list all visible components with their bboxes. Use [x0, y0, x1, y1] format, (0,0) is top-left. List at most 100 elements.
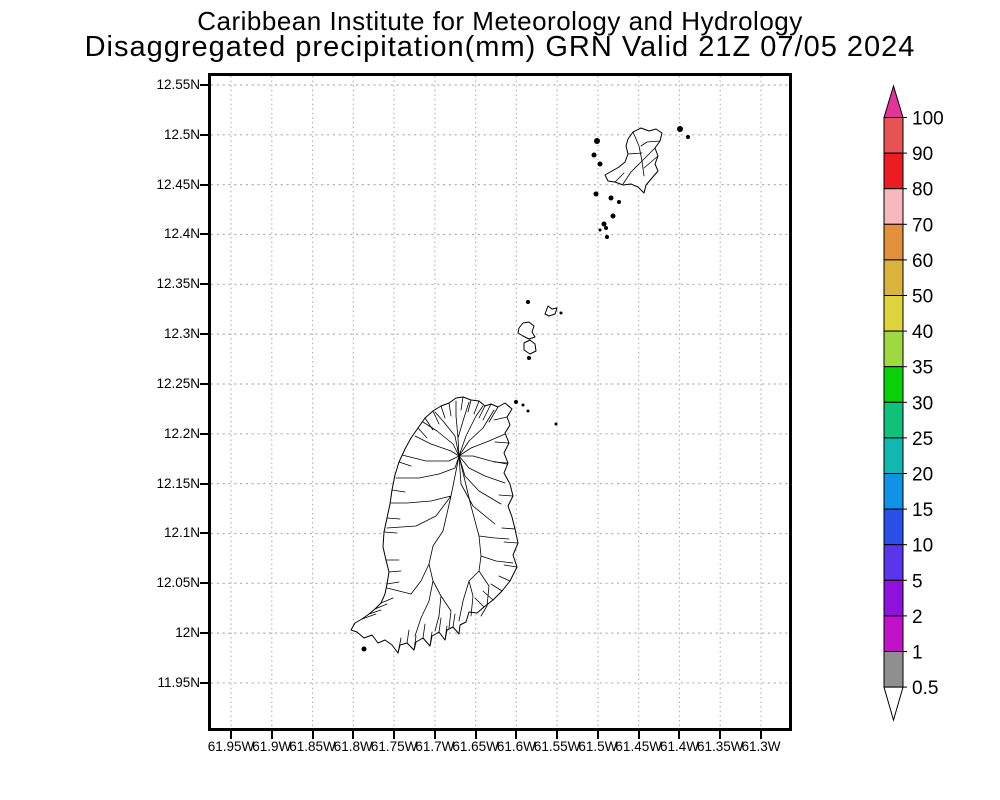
lon-tick-label: 61.45W — [615, 739, 662, 754]
lat-tick — [200, 582, 208, 585]
lat-tick — [200, 233, 208, 236]
colorbar: 100 90 80 70 60 50 40 35 30 25 20 15 10 5 2 1 0.5 — [883, 84, 944, 722]
colorbar-segment — [883, 401, 904, 439]
lat-tick-label: 12.35N — [156, 276, 200, 292]
lon-tick — [352, 731, 355, 739]
colorbar-tick-label: 80 — [912, 180, 933, 201]
lon-tick — [393, 731, 396, 739]
colorbar-segment — [883, 366, 904, 403]
map-plot-area — [208, 73, 792, 731]
figure-title: Caribbean Institute for Meteorology and … — [197, 6, 803, 36]
colorbar-segment — [883, 223, 904, 261]
colorbar-segment — [883, 295, 904, 332]
lon-tick — [678, 731, 681, 739]
lat-tick — [200, 482, 208, 485]
colorbar-segment — [883, 544, 904, 581]
lat-tick — [200, 333, 208, 336]
carriacou-interior-lines — [614, 131, 661, 185]
colorbar-tick-label: 30 — [912, 393, 933, 414]
figure-subtitle: Disaggregated precipitation(mm) GRN Vali… — [84, 31, 916, 63]
ronde-island — [517, 321, 536, 340]
lon-tick-label: 61.85W — [289, 739, 336, 754]
lat-tick-label: 12.4N — [163, 226, 200, 242]
colorbar-segment — [883, 117, 904, 154]
colorbar-segment — [883, 508, 904, 546]
lon-tick-label: 61.9W — [252, 739, 292, 754]
colorbar-tick-label: 1 — [912, 643, 923, 664]
lon-tick — [556, 731, 559, 739]
colorbar-segment — [883, 651, 904, 688]
lon-tick — [474, 731, 477, 739]
lat-tick-label: 12.1N — [163, 525, 200, 541]
colorbar-tick-label: 60 — [912, 251, 933, 272]
lat-tick — [200, 133, 208, 136]
watershed-lines-east-coast — [474, 416, 519, 608]
small-islets — [361, 126, 690, 652]
lat-tick-label: 12.5N — [163, 126, 200, 142]
lon-tick-label: 61.75W — [370, 739, 418, 754]
colorbar-tick-label: 90 — [912, 144, 933, 165]
colorbar-tick-label: 5 — [912, 571, 923, 592]
lon-tick — [760, 731, 762, 739]
colorbar-segment — [883, 188, 904, 225]
colorbar-segment — [883, 152, 904, 190]
lat-tick-label: 12.3N — [163, 326, 200, 342]
coastline-layer — [350, 126, 690, 654]
colorbar-segment — [883, 615, 904, 653]
lon-tick — [637, 731, 640, 739]
colorbar-segment — [883, 437, 904, 474]
lat-tick-label: 12.25N — [156, 375, 200, 391]
lon-tick — [311, 731, 314, 739]
colorbar-tick-label: 2 — [912, 607, 923, 628]
colorbar-segment — [883, 473, 904, 510]
les-tantes-islet — [544, 305, 558, 317]
lat-tick — [200, 183, 208, 186]
colorbar-tick-label: 20 — [912, 465, 933, 486]
lon-tick — [433, 731, 436, 739]
caille-island — [523, 339, 537, 355]
colorbar-tick-label: 15 — [912, 500, 933, 521]
lat-tick-label: 12.15N — [156, 475, 200, 491]
watershed-lines-north — [395, 400, 508, 525]
lat-tick-label: 12N — [175, 625, 200, 641]
lat-tick — [200, 632, 208, 635]
lat-tick-label: 12.45N — [156, 176, 200, 192]
colorbar-tick-label: 25 — [912, 429, 933, 450]
lon-tick — [719, 731, 722, 739]
lon-tick-label: 61.95W — [207, 739, 255, 754]
lon-tick-label: 61.5W — [578, 739, 618, 754]
colorbar-tick-label: 10 — [912, 536, 933, 557]
lon-tick — [230, 731, 232, 739]
watershed-lines-south-coast — [397, 613, 456, 654]
lon-tick-label: 61.35W — [696, 739, 744, 754]
lon-tick — [515, 731, 518, 739]
colorbar-segment — [883, 259, 904, 296]
colorbar-arrow-bottom — [883, 686, 904, 722]
colorbar-tick-label: 100 — [912, 109, 944, 130]
carriacou-outline — [604, 127, 663, 194]
colorbar-tick-label: 50 — [912, 287, 933, 308]
watershed-lines-north-coast — [417, 396, 499, 439]
lat-tick-label: 12.05N — [156, 575, 200, 591]
lon-tick-label: 61.6W — [496, 739, 536, 754]
colorbar-segment — [883, 579, 904, 617]
lat-tick-label: 12.55N — [156, 77, 200, 92]
colorbar-tick-label: 35 — [912, 358, 933, 379]
lon-tick — [270, 731, 273, 739]
grenada-outline — [350, 396, 519, 654]
lat-tick — [200, 84, 208, 86]
colorbar-segment — [883, 330, 904, 368]
lat-tick — [200, 432, 208, 435]
lat-tick-label: 11.95N — [157, 674, 200, 690]
colorbar-tick-label: 40 — [912, 322, 933, 343]
colorbar-tick-label: 70 — [912, 215, 933, 236]
lon-tick-label: 61.7W — [415, 739, 455, 754]
watershed-lines-west-coast — [361, 461, 412, 620]
lon-tick-label: 61.3W — [741, 739, 781, 754]
colorbar-arrow-top — [883, 84, 904, 118]
lon-tick-label: 61.8W — [333, 739, 373, 754]
lon-tick-label: 61.55W — [533, 739, 581, 754]
lat-tick — [200, 681, 208, 684]
lat-tick — [200, 382, 208, 385]
